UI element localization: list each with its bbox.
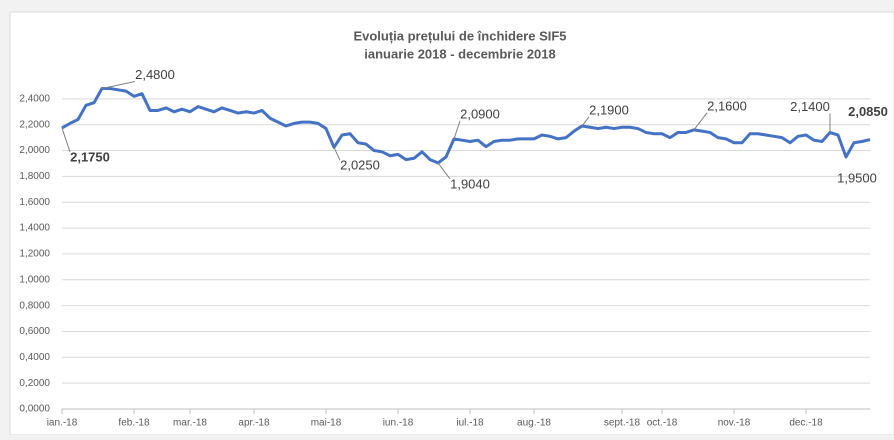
data-label: 2,1750 bbox=[70, 149, 110, 164]
y-tick-label: 0,4000 bbox=[19, 352, 50, 363]
data-label: 2,1900 bbox=[589, 102, 629, 117]
x-tick-label: aug.-18 bbox=[517, 418, 551, 429]
x-tick-label: nov.-18 bbox=[718, 418, 751, 429]
x-tick-label: apr.-18 bbox=[238, 418, 270, 429]
x-tick-label: dec.-18 bbox=[789, 418, 823, 429]
leader-line bbox=[333, 147, 341, 161]
data-label: 1,9040 bbox=[450, 176, 490, 191]
x-tick-label: oct.-18 bbox=[647, 418, 678, 429]
x-tick-label: mar.-18 bbox=[173, 418, 207, 429]
y-tick-label: 1,8000 bbox=[19, 171, 50, 182]
x-tick-label: mai-18 bbox=[311, 418, 342, 429]
data-label: 1,9500 bbox=[837, 170, 877, 185]
x-tick-label: iul.-18 bbox=[456, 418, 484, 429]
leader-line bbox=[437, 162, 451, 180]
y-tick-label: 0,6000 bbox=[19, 326, 50, 337]
y-tick-label: 1,4000 bbox=[19, 223, 50, 234]
data-line bbox=[61, 87, 871, 165]
x-tick-label: feb.-18 bbox=[118, 418, 150, 429]
x-tick-label: ian.-18 bbox=[47, 418, 78, 429]
y-tick-label: 0,8000 bbox=[19, 300, 50, 311]
data-label: 2,1600 bbox=[707, 98, 747, 113]
chart-subtitle: ianuarie 2018 - decembrie 2018 bbox=[364, 46, 556, 61]
y-tick-label: 1,6000 bbox=[19, 197, 50, 208]
leader-line bbox=[61, 127, 71, 153]
leader-line bbox=[453, 120, 461, 140]
leader-line bbox=[581, 116, 590, 127]
y-tick-label: 0,2000 bbox=[19, 378, 50, 389]
y-tick-label: 1,2000 bbox=[19, 249, 50, 260]
y-tick-label: 2,0000 bbox=[19, 145, 50, 156]
x-tick-label: iun.-18 bbox=[383, 418, 414, 429]
data-label: 2,0250 bbox=[340, 158, 380, 173]
leader-line bbox=[693, 112, 708, 131]
chart-title: Evoluția prețului de închidere SIF5 bbox=[353, 28, 566, 43]
leader-line bbox=[101, 81, 136, 89]
data-label: 2,1400 bbox=[790, 99, 830, 114]
y-tick-label: 0,0000 bbox=[19, 404, 50, 415]
chart-area bbox=[9, 11, 894, 436]
data-label: 2,0850 bbox=[848, 104, 888, 119]
y-tick-label: 2,4000 bbox=[19, 93, 50, 104]
y-tick-label: 2,2000 bbox=[19, 119, 50, 130]
x-tick-label: sept.-18 bbox=[604, 418, 641, 429]
data-label: 2,0900 bbox=[460, 106, 500, 121]
data-label: 2,4800 bbox=[135, 67, 175, 82]
y-tick-label: 1,0000 bbox=[19, 274, 50, 285]
